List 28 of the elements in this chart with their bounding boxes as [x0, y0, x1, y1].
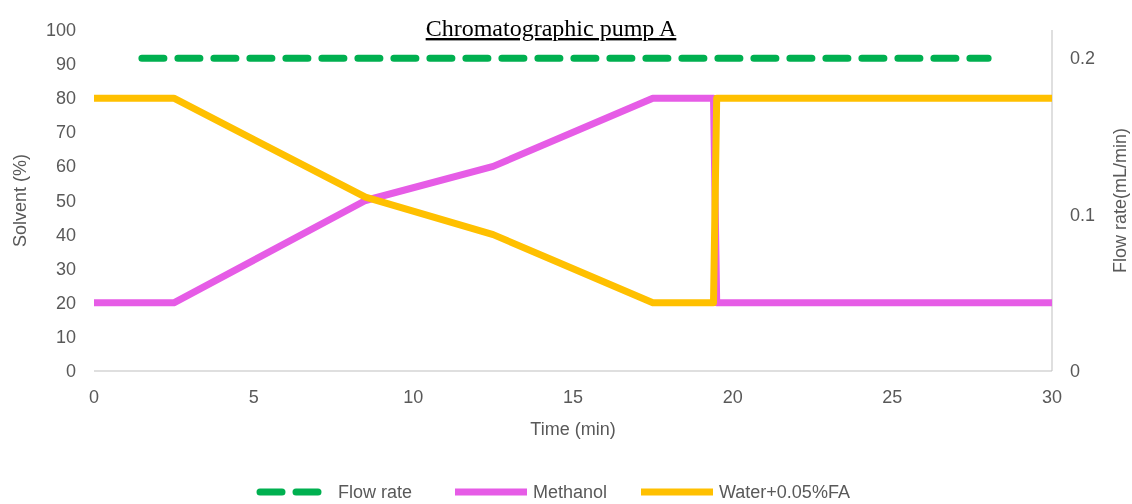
y-tick-label: 40	[55, 224, 76, 245]
y2-tick-label: 0.1	[1070, 204, 1096, 225]
y-tick-label: 10	[55, 326, 76, 347]
chart-title: Chromatographic pump A	[425, 15, 677, 41]
y-tick-label: 100	[45, 20, 76, 40]
legend-label: Water+0.05%FA	[719, 482, 850, 502]
y-tick-label: 90	[55, 54, 76, 75]
y-tick-label: 20	[55, 292, 76, 313]
y-tick-label: 0	[65, 361, 76, 381]
legend-label: Methanol	[533, 482, 608, 502]
x-tick-label: 25	[882, 387, 903, 407]
y-tick-label: 60	[55, 156, 76, 177]
legend-label: Flow rate	[338, 482, 413, 502]
y-tick-label: 80	[55, 88, 76, 109]
y2-tick-label: 0	[1070, 361, 1081, 381]
y-tick-label: 70	[55, 122, 76, 143]
x-tick-label: 5	[248, 387, 259, 407]
y-tick-label: 50	[55, 190, 76, 211]
y2-tick-label: 0.2	[1070, 48, 1096, 69]
x-tick-label: 15	[562, 387, 584, 407]
x-tick-label: 30	[1041, 387, 1063, 407]
x-axis-title: Time (min)	[530, 419, 616, 439]
y-axis-title: Solvent (%)	[10, 153, 30, 248]
x-tick-label: 0	[88, 387, 100, 407]
x-tick-label: 20	[722, 387, 743, 407]
x-tick-label: 10	[403, 387, 424, 407]
y2-axis-title: Flow rate(mL/min)	[1110, 127, 1130, 274]
y-tick-label: 30	[55, 258, 76, 279]
